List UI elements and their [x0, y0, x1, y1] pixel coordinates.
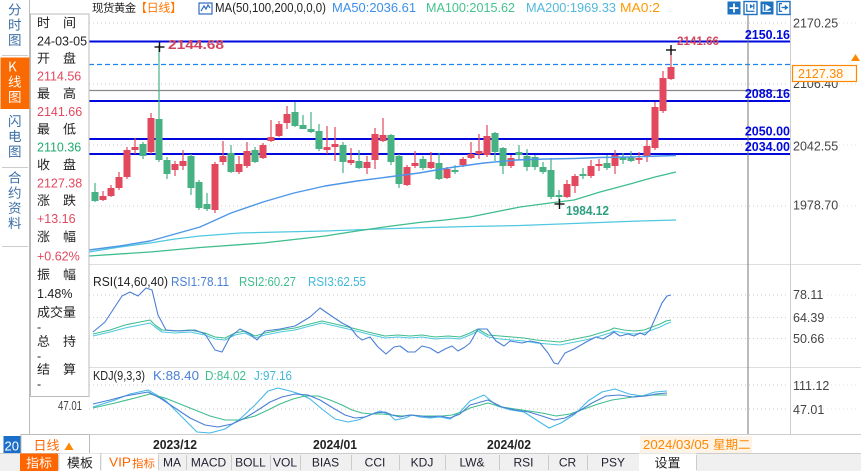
svg-text:2023/12: 2023/12: [153, 437, 197, 452]
svg-text:2050.00: 2050.00: [745, 125, 790, 139]
svg-text:1.48%: 1.48%: [37, 287, 72, 301]
svg-text:2024/02: 2024/02: [487, 437, 531, 452]
svg-text:-: -: [37, 320, 41, 334]
svg-text:CR: CR: [559, 456, 577, 470]
svg-text:-: -: [37, 349, 41, 363]
svg-text:2110.36: 2110.36: [37, 140, 81, 154]
svg-text:78.11: 78.11: [793, 288, 823, 302]
svg-text:MA(50,100,200,0,0,0): MA(50,100,200,0,0,0): [215, 1, 326, 15]
svg-text:MA200:1969.33: MA200:1969.33: [526, 1, 616, 15]
svg-text:LW&: LW&: [459, 456, 484, 470]
svg-text:KDJ: KDJ: [411, 456, 434, 470]
svg-text:2088.16: 2088.16: [745, 87, 790, 101]
svg-text:RSI(14,60,40): RSI(14,60,40): [93, 275, 168, 289]
svg-text:MA50:2036.61: MA50:2036.61: [332, 1, 416, 15]
svg-text:+0.62%: +0.62%: [37, 249, 80, 263]
svg-text:111.12: 111.12: [793, 379, 829, 393]
svg-text:BIAS: BIAS: [312, 456, 339, 470]
svg-text:RSI2:60.27: RSI2:60.27: [239, 275, 296, 289]
svg-text:+13.16: +13.16: [37, 212, 76, 226]
svg-text:1978.70: 1978.70: [793, 199, 838, 213]
svg-text:2034.00: 2034.00: [745, 140, 790, 154]
svg-text:PSY: PSY: [601, 456, 625, 470]
svg-text:2170.25: 2170.25: [793, 17, 838, 31]
svg-text:VOL: VOL: [273, 456, 297, 470]
svg-text:MA: MA: [163, 456, 181, 470]
svg-text:2024/03/05: 2024/03/05: [643, 437, 709, 452]
svg-text:47.01: 47.01: [58, 399, 82, 413]
svg-text:2042.55: 2042.55: [793, 140, 838, 154]
svg-text:CCI: CCI: [365, 456, 386, 470]
svg-text:50.66: 50.66: [793, 332, 824, 346]
svg-text:RSI1:78.11: RSI1:78.11: [171, 275, 229, 289]
svg-text:-: -: [37, 377, 41, 391]
svg-text:KDJ(9,3,3): KDJ(9,3,3): [93, 369, 145, 383]
svg-text:MACD: MACD: [191, 456, 227, 470]
svg-text:VIP: VIP: [109, 456, 131, 470]
svg-text:K:88.40: K:88.40: [153, 369, 199, 383]
svg-text:2141.66: 2141.66: [677, 34, 719, 48]
svg-text:RSI3:62.55: RSI3:62.55: [308, 275, 366, 289]
svg-text:RSI: RSI: [513, 456, 533, 470]
svg-text:24-03-05: 24-03-05: [37, 34, 87, 48]
svg-text:2141.66: 2141.66: [37, 105, 82, 119]
svg-text:20: 20: [5, 439, 19, 454]
svg-text:47.01: 47.01: [793, 403, 824, 417]
svg-text:BOLL: BOLL: [235, 456, 266, 470]
svg-text:J:97.16: J:97.16: [254, 369, 292, 383]
svg-text:MA0:2: MA0:2: [620, 1, 660, 15]
svg-text:2024/01: 2024/01: [313, 437, 357, 452]
svg-text:MA100:2015.62: MA100:2015.62: [426, 1, 515, 15]
svg-text:2127.38: 2127.38: [37, 176, 82, 190]
svg-text:1984.12: 1984.12: [566, 204, 609, 218]
svg-text:D:84.02: D:84.02: [205, 369, 246, 383]
svg-text:64.39: 64.39: [793, 311, 824, 325]
svg-text:2114.56: 2114.56: [37, 69, 81, 83]
svg-text:2150.16: 2150.16: [745, 28, 790, 42]
svg-text:2144.68: 2144.68: [168, 37, 224, 52]
svg-text:2127.38: 2127.38: [798, 67, 843, 81]
